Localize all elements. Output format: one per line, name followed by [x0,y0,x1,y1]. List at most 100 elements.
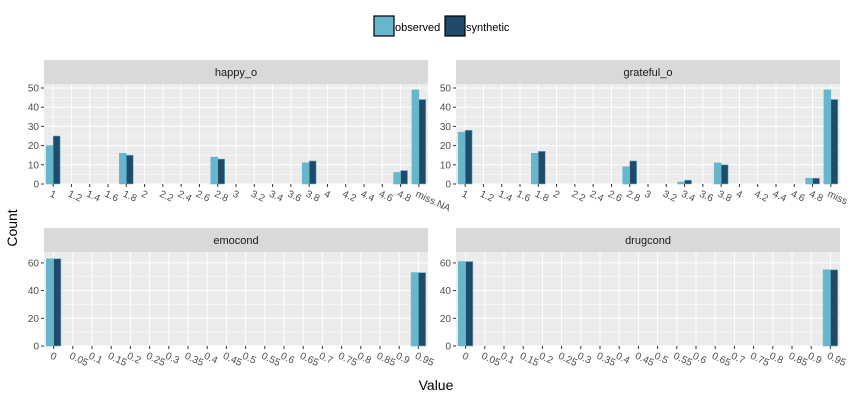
x-tick-label: 2.6 [194,189,212,205]
bar-observed-miss.NA [411,89,420,185]
y-axis-title: Count [4,209,20,246]
x-tick-label: 3.2 [249,189,267,205]
y-tick-label: 40 [28,286,40,297]
bar-synthetic-miss.NA [418,99,427,185]
legend-item-synthetic: synthetic [444,15,510,37]
x-tick-label: miss.NA [414,189,453,215]
x-tick-label: 3.8 [716,189,734,205]
x-tick-label: 1.4 [84,189,102,205]
bar-observed-0.95 [410,272,419,347]
y-tick-label: 0 [445,180,451,191]
bar-observed-1 [457,131,466,185]
panel-title: grateful_o [624,67,673,79]
x-tick-label: 4.2 [752,189,770,205]
bar-observed-0 [46,258,54,347]
x-tick-label: 1 [460,189,470,202]
bar-synthetic-0.95 [418,272,426,347]
x-tick-label: 1.8 [121,189,139,205]
x-tick-label: 0.1 [87,351,105,367]
x-tick-label: 0.3 [576,351,594,367]
x-tick-label: 3.4 [679,189,697,205]
bar-observed-2.8 [210,156,219,185]
bar-synthetic-4.8 [400,170,408,185]
y-tick-label: 20 [28,141,40,152]
x-tick-label: 3 [231,189,241,202]
x-tick-label: 3.2 [661,189,679,205]
y-tick-label: 0 [33,342,39,353]
x-tick-label: 0.95 [413,351,436,369]
bar-synthetic-1.8 [125,154,134,185]
bar-observed-3.8 [713,162,722,185]
y-tick-label: 60 [28,258,40,269]
x-tick-label: 0 [460,351,470,364]
x-tick-label: 0.9 [394,351,412,367]
x-tick-label: 0.6 [691,351,709,367]
x-tick-label: 1 [48,189,58,202]
x-tick-label: 0.1 [499,351,517,367]
x-tick-label: 2 [139,189,149,202]
x-tick-label: 0.5 [652,351,670,367]
x-tick-label: 2.8 [624,189,642,205]
legend-swatch-synthetic [444,15,466,37]
bar-synthetic-3.8 [720,164,729,185]
x-tick-label: 3.8 [304,189,322,205]
legend: observed synthetic [373,15,510,37]
bar-observed-1 [45,145,54,185]
x-tick-label: 2.2 [570,189,588,205]
x-tick-label: 4.4 [771,189,789,205]
x-tick-label: 0.8 [768,351,786,367]
y-tick-label: 20 [440,314,452,325]
x-tick-label: 0.8 [356,351,374,367]
x-tick-label: 0.95 [825,351,848,369]
legend-label-synthetic: synthetic [466,22,510,34]
x-tick-label: 0.7 [317,351,335,367]
x-tick-label: 0.6 [279,351,297,367]
x-tick-label: 4.2 [340,189,358,205]
x-tick-label: 0 [48,351,58,364]
x-tick-label: 0.4 [614,351,632,367]
x-tick-label: 4.6 [789,189,807,205]
bar-synthetic-4.8 [812,177,820,185]
y-tick-label: 30 [440,122,452,133]
x-tick-label: 0.9 [806,351,824,367]
x-tick-label: 3.6 [286,189,304,205]
x-tick-label: miss [826,189,849,208]
x-tick-label: 2.6 [606,189,624,205]
x-tick-label: 2 [551,189,561,202]
panel-title: emocond [213,235,258,247]
x-tick-label: 4.8 [395,189,413,205]
x-tick-label: 3.6 [698,189,716,205]
bar-synthetic-3.4 [684,179,692,185]
y-tick-label: 20 [28,314,40,325]
x-tick-label: 3 [643,189,653,202]
x-tick-label: 1.2 [66,189,84,205]
y-tick-label: 20 [440,141,452,152]
bar-synthetic-1.8 [537,151,546,185]
x-tick-label: 4.6 [377,189,395,205]
y-tick-label: 50 [28,84,40,95]
bar-observed-4.8 [805,177,813,185]
bar-synthetic-2.8 [217,158,225,185]
y-tick-label: 40 [440,103,452,114]
bar-observed-miss.NA [823,89,832,185]
y-tick-label: 0 [445,342,451,353]
bar-synthetic-1 [52,135,61,185]
legend-label-observed: observed [395,22,440,34]
y-tick-label: 50 [440,84,452,95]
x-tick-label: 2.4 [588,189,606,205]
plot-area [44,252,428,346]
x-tick-label: 0.2 [537,351,555,367]
x-tick-label: 0.3 [164,351,182,367]
x-tick-label: 0.2 [125,351,143,367]
x-tick-label: 0.5 [240,351,258,367]
bar-observed-1.8 [531,152,539,185]
bar-observed-0.95 [822,269,831,347]
bar-synthetic-0.95 [830,269,838,347]
bar-synthetic-miss.NA [830,99,839,185]
x-tick-label: 4 [322,189,332,202]
bar-observed-3.8 [301,162,310,185]
y-tick-label: 60 [440,258,452,269]
